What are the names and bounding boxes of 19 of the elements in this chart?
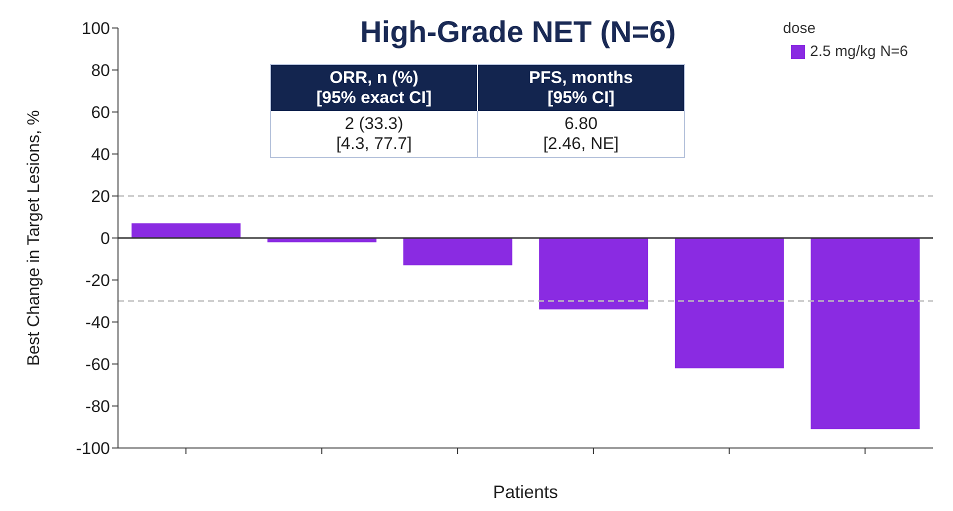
y-tick-label: -20 [85,271,110,290]
y-tick-label: 40 [91,145,110,164]
annotation: 2 (33.3) [4.3, 77.7] [270,111,478,158]
y-tick-label: 20 [91,187,110,206]
y-axis-title: Best Change in Target Lesions, % [24,110,44,366]
y-tick-label: 0 [100,229,110,248]
annotation: ORR, n (%) [95% exact CI] [270,64,478,111]
y-tick-label: -60 [85,355,110,374]
y-tick-label: 60 [91,103,110,122]
annotation: 6.80 [2.46, NE] [542,113,620,155]
y-tick-label: 80 [91,61,110,80]
legend-label: 2.5 mg/kg N=6 [809,43,908,60]
y-tick-label: -100 [76,439,110,458]
x-axis-title: Patients [492,482,558,502]
chart-title: High-Grade NET (N=6) [360,16,676,49]
y-tick-label: -40 [85,313,110,332]
y-tick-label: 100 [82,19,110,38]
y-tick-label: -80 [85,397,110,416]
legend-title: dose [783,20,817,37]
